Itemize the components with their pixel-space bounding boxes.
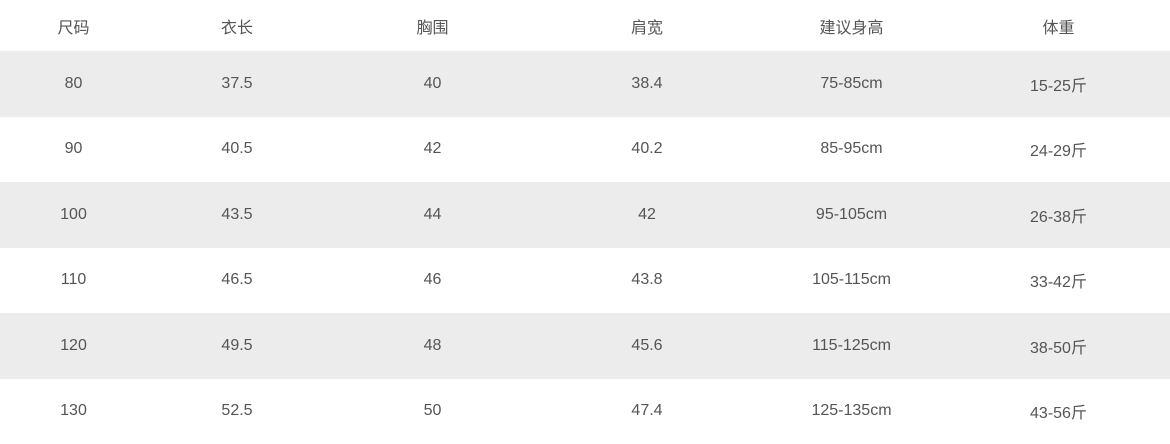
cell-size: 130 xyxy=(60,402,87,420)
cell-weight: 15-25斤 xyxy=(1030,77,1087,95)
table-row: 120 49.5 48 45.6 115-125cm 38-50斤 xyxy=(0,313,1170,379)
table-row: 90 40.5 42 40.2 85-95cm 24-29斤 xyxy=(0,116,1170,182)
column-header-chest: 胸围 xyxy=(416,19,449,37)
cell-weight: 43-56斤 xyxy=(1030,405,1087,423)
column-header-shoulder: 肩宽 xyxy=(630,19,663,37)
cell-height: 115-125cm xyxy=(812,336,891,354)
table-row: 100 43.5 44 42 95-105cm 26-38斤 xyxy=(0,182,1170,248)
cell-shoulder: 43.8 xyxy=(631,271,663,289)
column-header-height: 建议身高 xyxy=(819,19,884,37)
cell-length: 46.5 xyxy=(221,271,253,289)
cell-weight: 38-50斤 xyxy=(1030,339,1087,357)
cell-shoulder: 42 xyxy=(638,205,656,223)
column-header-weight: 体重 xyxy=(1042,19,1075,37)
cell-chest: 48 xyxy=(423,336,442,354)
cell-size: 120 xyxy=(60,336,87,354)
cell-height: 125-135cm xyxy=(811,402,892,420)
cell-weight: 26-38斤 xyxy=(1030,208,1087,226)
cell-length: 43.5 xyxy=(221,205,253,223)
cell-length: 40.5 xyxy=(221,140,253,158)
cell-size: 90 xyxy=(64,140,83,158)
cell-length: 52.5 xyxy=(221,402,253,420)
table-header-row: 尺码 衣长 胸围 肩宽 建议身高 体重 xyxy=(0,0,1170,51)
cell-chest: 46 xyxy=(423,271,442,289)
cell-size: 80 xyxy=(64,74,83,92)
cell-chest: 50 xyxy=(423,402,442,420)
cell-height: 105-115cm xyxy=(812,271,891,289)
cell-shoulder: 38.4 xyxy=(631,74,663,92)
column-header-length: 衣长 xyxy=(220,19,253,37)
table-row: 130 52.5 50 47.4 125-135cm 43-56斤 xyxy=(0,378,1170,444)
cell-chest: 44 xyxy=(423,205,442,223)
cell-chest: 40 xyxy=(423,74,442,92)
table-row: 80 37.5 40 38.4 75-85cm 15-25斤 xyxy=(0,51,1170,117)
cell-weight: 24-29斤 xyxy=(1030,143,1087,161)
cell-shoulder: 40.2 xyxy=(631,140,663,158)
cell-size: 100 xyxy=(60,205,87,223)
column-header-size: 尺码 xyxy=(57,19,90,37)
cell-size: 110 xyxy=(60,271,87,289)
table-row: 110 46.5 46 43.8 105-115cm 33-42斤 xyxy=(0,247,1170,313)
cell-length: 49.5 xyxy=(221,336,253,354)
cell-length: 37.5 xyxy=(221,74,253,92)
cell-shoulder: 45.6 xyxy=(631,336,663,354)
cell-chest: 42 xyxy=(423,140,442,158)
cell-height: 95-105cm xyxy=(815,205,888,223)
cell-shoulder: 47.4 xyxy=(631,402,663,420)
cell-height: 75-85cm xyxy=(820,74,883,92)
cell-weight: 33-42斤 xyxy=(1030,274,1087,292)
cell-height: 85-95cm xyxy=(820,140,883,158)
